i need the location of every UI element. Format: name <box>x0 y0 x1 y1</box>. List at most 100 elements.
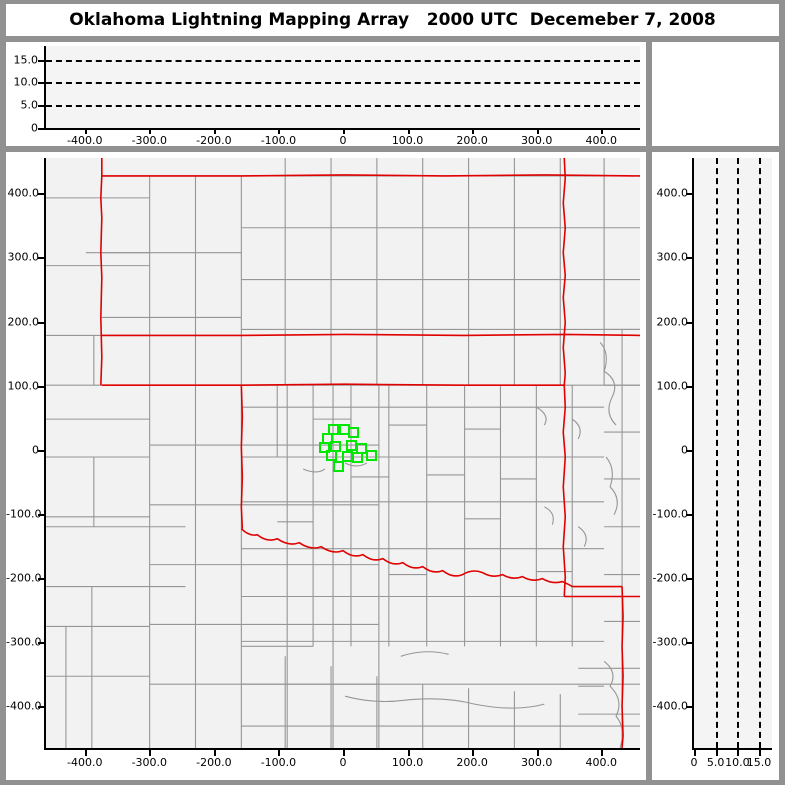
y-axis-label: 300.0 <box>656 250 689 264</box>
y-tick-mark <box>686 321 693 324</box>
y-axis-label: 400.0 <box>656 186 689 200</box>
state-borders <box>100 158 640 748</box>
y-axis-label: 300.0 <box>7 250 40 264</box>
map-geography <box>46 158 640 748</box>
x-tick-mark <box>149 750 152 756</box>
right-zy-plot-area[interactable] <box>692 158 772 750</box>
station-marker[interactable] <box>332 461 344 473</box>
y-tick-mark <box>686 257 693 260</box>
station-marker[interactable] <box>345 439 357 451</box>
map-plot-area[interactable] <box>44 158 640 750</box>
x-axis-label: 0 <box>339 134 347 147</box>
x-axis-label: 300.0 <box>520 134 553 147</box>
x-axis-label: 200.0 <box>456 134 488 147</box>
x-tick-mark <box>759 750 761 756</box>
x-axis-label: -200.0 <box>196 756 232 769</box>
gridline-x <box>715 158 718 748</box>
y-tick-mark <box>38 105 45 108</box>
station-marker[interactable] <box>341 451 353 463</box>
title-panel: Oklahoma Lightning Mapping Array 2000 UT… <box>6 4 779 36</box>
y-tick-mark <box>38 642 45 645</box>
y-tick-mark <box>686 706 693 709</box>
x-axis-label: -100.0 <box>260 134 297 147</box>
x-tick-mark <box>601 128 604 134</box>
x-axis-label: 100.0 <box>391 756 424 769</box>
x-tick-mark <box>472 750 475 756</box>
right-zy-panel: 0 5.0 10.0 15.0 400.0 300.0 200.0 100.0 0 -100.0 -… <box>652 152 779 780</box>
y-tick-mark <box>38 128 45 130</box>
x-tick-mark <box>694 750 696 756</box>
y-tick-mark <box>38 59 45 62</box>
y-axis-label: 200.0 <box>656 315 689 329</box>
y-axis-label: -300.0 <box>6 635 42 649</box>
station-marker[interactable] <box>348 426 360 438</box>
x-tick-mark <box>536 750 539 756</box>
y-axis-label: 400.0 <box>7 186 40 200</box>
x-tick-mark <box>715 750 718 756</box>
gridline-x <box>737 158 740 748</box>
gridline-y <box>46 59 640 62</box>
x-axis-label: -300.0 <box>131 756 168 769</box>
station-marker[interactable] <box>352 452 364 464</box>
x-axis-label: 300.0 <box>520 756 553 769</box>
y-tick-mark <box>38 578 45 581</box>
y-tick-mark <box>38 82 45 85</box>
y-tick-mark <box>686 513 693 516</box>
y-tick-mark <box>38 385 45 388</box>
top-xz-plot-area[interactable] <box>44 46 640 130</box>
main-map-panel: 400.0 300.0 200.0 100.0 0 -100.0 -200.0 -300.0 -… <box>6 152 646 780</box>
x-axis-label: 400.0 <box>585 756 618 769</box>
x-tick-mark <box>737 750 740 756</box>
y-tick-mark <box>686 193 693 196</box>
y-axis-label: 100.0 <box>7 379 40 393</box>
y-axis-label: 0 <box>31 121 38 135</box>
x-axis-label: -400.0 <box>67 134 103 147</box>
x-axis-label: 200.0 <box>456 756 488 769</box>
x-tick-mark <box>343 128 345 134</box>
y-tick-mark <box>38 513 45 516</box>
y-tick-mark <box>686 578 693 581</box>
x-axis-label: 15.0 <box>746 756 772 769</box>
y-tick-mark <box>38 257 45 260</box>
y-axis-label: -100.0 <box>6 507 42 521</box>
x-axis-label: -100.0 <box>260 756 297 769</box>
y-axis-label: 10.0 <box>13 75 39 89</box>
y-axis-label: 0 <box>681 443 688 457</box>
x-axis-label: -400.0 <box>67 756 103 769</box>
y-axis-label: -400.0 <box>6 699 42 713</box>
y-axis-label: 200.0 <box>7 315 40 329</box>
page-title: Oklahoma Lightning Mapping Array 2000 UT… <box>69 10 716 30</box>
x-axis-label: 400.0 <box>585 134 618 147</box>
y-axis-label: 100.0 <box>656 379 689 393</box>
y-tick-mark <box>38 706 45 709</box>
x-tick-mark <box>343 750 345 756</box>
y-axis-label: -200.0 <box>6 571 42 585</box>
x-axis-label: 0 <box>690 756 698 769</box>
y-axis-label: 5.0 <box>20 98 39 112</box>
x-tick-mark <box>149 128 152 134</box>
top-right-blank-panel <box>652 42 779 146</box>
x-axis-label: 0 <box>339 756 347 769</box>
x-tick-mark <box>407 128 410 134</box>
x-tick-mark <box>213 750 216 756</box>
x-tick-mark <box>278 750 281 756</box>
x-axis-label: 5.0 <box>706 756 725 769</box>
gridline-y <box>46 105 640 108</box>
x-axis-label: 10.0 <box>725 756 750 769</box>
top-xz-panel: 0 5.0 10.0 15.0 -400.0 -300.0 -200.0 -100.0 0 100… <box>6 42 646 147</box>
station-marker[interactable] <box>318 441 330 453</box>
y-axis-label: 15.0 <box>13 53 39 67</box>
y-tick-mark <box>686 449 693 452</box>
x-tick-mark <box>84 750 87 756</box>
x-axis-label: -200.0 <box>196 134 232 147</box>
y-tick-mark <box>38 321 45 324</box>
station-marker[interactable] <box>366 449 378 461</box>
y-axis-label: 0 <box>32 443 39 457</box>
station-marker[interactable] <box>326 449 338 461</box>
x-tick-mark <box>536 128 539 134</box>
y-tick-mark <box>686 642 693 645</box>
x-tick-mark <box>84 128 87 134</box>
y-tick-mark <box>38 449 45 452</box>
station-marker[interactable] <box>328 424 340 436</box>
